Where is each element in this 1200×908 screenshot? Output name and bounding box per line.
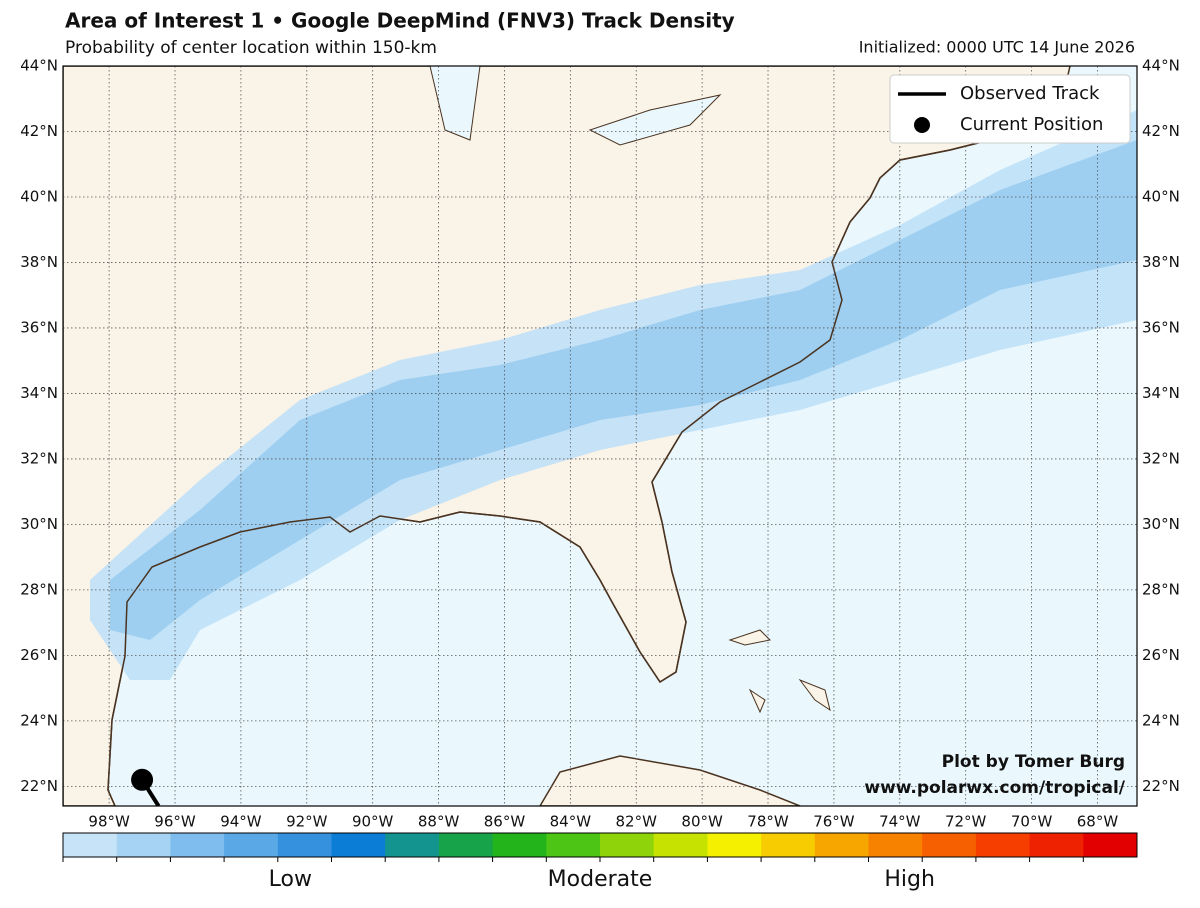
- title: Area of Interest 1 • Google DeepMind (FN…: [65, 9, 735, 33]
- colorbar-swatch: [277, 833, 332, 857]
- lat-label: 28°N: [1142, 580, 1180, 598]
- cuba: [539, 755, 801, 806]
- lon-label: 84°W: [550, 813, 592, 831]
- lon-label: 74°W: [879, 813, 921, 831]
- colorbar: Low Moderate High: [62, 832, 1138, 892]
- colorbar-swatch: [1029, 833, 1084, 857]
- lat-label: 42°N: [1142, 122, 1180, 140]
- lat-label: 22°N: [1142, 777, 1180, 795]
- lat-label: 42°N: [20, 122, 58, 140]
- colorbar-swatch: [224, 833, 279, 857]
- colorbar-swatch: [922, 833, 977, 857]
- lat-label: 34°N: [20, 384, 58, 402]
- lon-label: 86°W: [484, 813, 526, 831]
- colorbar-label: Moderate: [548, 867, 653, 892]
- current-position: [131, 768, 154, 791]
- colorbar-swatch: [1083, 833, 1138, 857]
- colorbar-swatch: [331, 833, 386, 857]
- frame: [62, 65, 1138, 807]
- lat-label: 34°N: [1142, 384, 1180, 402]
- lat-label: 24°N: [1142, 711, 1180, 729]
- lon-label: 82°W: [616, 813, 658, 831]
- lon-label: 92°W: [286, 813, 328, 831]
- lat-label: 38°N: [20, 253, 58, 271]
- colorbar-swatch: [438, 833, 494, 857]
- colorbar-swatch: [707, 833, 762, 857]
- lat-label: 30°N: [20, 515, 58, 533]
- colorbar-swatch: [600, 833, 655, 857]
- colorbar-swatch: [546, 833, 601, 857]
- legend-label: Observed Track: [960, 83, 1100, 104]
- lat-label: 28°N: [20, 580, 58, 598]
- lat-label: 30°N: [1142, 515, 1180, 533]
- coastline: [107, 109, 1061, 806]
- subtitle: Probability of center location within 15…: [65, 38, 437, 58]
- lat-label: 36°N: [1142, 318, 1180, 336]
- colorbar-swatch: [975, 833, 1031, 857]
- lon-label: 98°W: [88, 813, 130, 831]
- map-area: [63, 66, 1137, 806]
- colorbar-swatch: [653, 833, 708, 857]
- lat-label: 44°N: [1142, 57, 1180, 75]
- lon-label: 90°W: [352, 813, 394, 831]
- band-inner: [110, 140, 1137, 640]
- lat-label: 32°N: [20, 449, 58, 467]
- colorbar-swatch: [63, 833, 118, 857]
- lon-label: 78°W: [747, 813, 789, 831]
- colorbar-swatch: [385, 833, 440, 857]
- legend-dot: [914, 117, 930, 133]
- legend: Observed Track Current Position: [889, 74, 1131, 144]
- lat-label: 40°N: [20, 187, 58, 205]
- credit: www.polarwx.com/tropical/: [864, 778, 1125, 798]
- lon-label: 96°W: [154, 813, 196, 831]
- colorbar-swatch: [761, 833, 816, 857]
- lon-label: 88°W: [418, 813, 460, 831]
- colorbar-frame: [62, 832, 1138, 858]
- legend-box: [889, 74, 1131, 144]
- lon-label: 94°W: [220, 813, 262, 831]
- colorbar-label: High: [884, 867, 935, 892]
- lat-label: 24°N: [20, 711, 58, 729]
- colorbar-swatch: [116, 833, 171, 857]
- lat-label: 22°N: [20, 777, 58, 795]
- lon-label: 70°W: [1011, 813, 1053, 831]
- lon-label: 72°W: [945, 813, 987, 831]
- lon-label: 68°W: [1077, 813, 1119, 831]
- credit: Plot by Tomer Burg: [942, 752, 1125, 772]
- lat-label: 36°N: [20, 318, 58, 336]
- legend-label: Current Position: [960, 114, 1103, 135]
- colorbar-swatch: [868, 833, 923, 857]
- lon-label: 80°W: [681, 813, 723, 831]
- colorbar-swatch: [170, 833, 225, 857]
- colorbar-label: Low: [269, 867, 312, 892]
- lat-label: 26°N: [20, 646, 58, 664]
- great-lakes: [429, 66, 722, 146]
- lat-label: 38°N: [1142, 253, 1180, 271]
- colorbar-swatch: [814, 833, 869, 857]
- lon-label: 76°W: [813, 813, 855, 831]
- bahamas: [728, 629, 831, 714]
- lat-label: 44°N: [20, 57, 58, 75]
- lat-label: 26°N: [1142, 646, 1180, 664]
- initialized: Initialized: 0000 UTC 14 June 2026: [859, 38, 1135, 57]
- lat-label: 40°N: [1142, 187, 1180, 205]
- colorbar-swatch: [492, 833, 547, 857]
- lat-label: 32°N: [1142, 449, 1180, 467]
